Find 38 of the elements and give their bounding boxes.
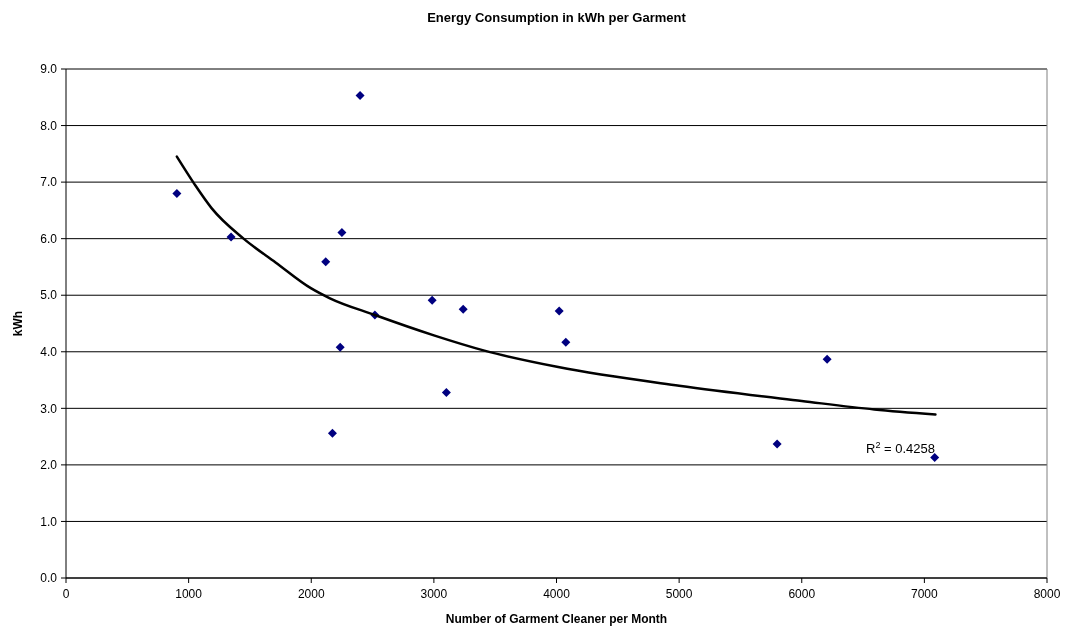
point [554, 306, 564, 316]
x-tick-label: 5000 [665, 587, 693, 601]
point [427, 295, 437, 305]
point [226, 232, 236, 242]
y-tick-label: 1.0 [40, 514, 58, 529]
x-tick-label: 3000 [420, 587, 448, 601]
point [327, 428, 337, 438]
x-tick-label: 4000 [543, 587, 571, 601]
y-tick-label: 9.0 [40, 62, 58, 77]
point [335, 342, 345, 352]
x-tick-label: 0 [62, 587, 70, 601]
x-tick-label: 7000 [911, 587, 939, 601]
point [441, 388, 451, 397]
x-tick-label: 6000 [788, 587, 816, 601]
point [772, 439, 782, 449]
point [321, 257, 331, 267]
y-tick-label: 6.0 [40, 231, 58, 246]
y-tick-label: 7.0 [40, 175, 58, 190]
y-tick-label: 0.0 [40, 571, 58, 586]
y-tick-label: 3.0 [40, 401, 58, 416]
y-tick-label: 4.0 [40, 344, 58, 359]
point [337, 227, 347, 237]
x-tick-label: 1000 [175, 587, 203, 601]
x-tick-label: 8000 [1033, 587, 1061, 601]
point [172, 188, 182, 198]
x-axis-title: Number of Garment Cleaner per Month [445, 612, 668, 626]
point [561, 337, 571, 347]
y-tick-label: 5.0 [40, 288, 58, 303]
point [355, 91, 365, 101]
y-tick-label: 2.0 [40, 458, 58, 473]
point [930, 453, 940, 463]
y-tick-label: 8.0 [40, 118, 58, 133]
annotation: R$^{2}$ = 0.4258 [866, 440, 936, 456]
chart-title: Energy Consumption in kWh per Garment [427, 10, 687, 25]
point [458, 304, 468, 314]
x-tick-label: 2000 [297, 587, 325, 601]
point [822, 354, 832, 364]
y-axis-title: kWh [11, 310, 25, 337]
